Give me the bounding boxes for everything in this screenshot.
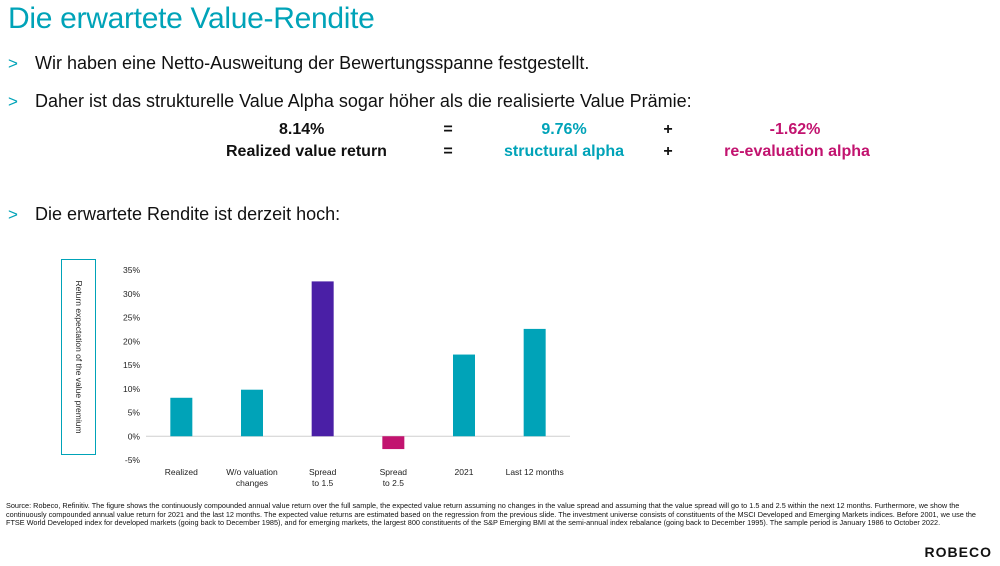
equation-structural-label: structural alpha <box>503 143 625 160</box>
bar <box>311 281 334 437</box>
equation-equals: = <box>443 121 453 138</box>
equation-reevaluation-value: -1.62% <box>769 121 821 138</box>
y-tick-label: 20% <box>123 336 140 346</box>
bullet-arrow-icon: > <box>8 205 18 224</box>
y-tick-label: 5% <box>128 408 141 418</box>
bar <box>523 328 546 437</box>
bullet-arrow-icon: > <box>8 54 18 73</box>
x-category-label: Last 12 months <box>506 467 564 477</box>
bullet-text: Daher ist das strukturelle Value Alpha s… <box>35 91 692 111</box>
bullet-item: > Die erwartete Rendite ist derzeit hoch: <box>8 204 340 225</box>
y-tick-label: 35% <box>123 265 140 275</box>
x-category-label: Spread to 2.5 <box>380 467 408 488</box>
equation-realized-label: Realized value return <box>226 143 387 160</box>
y-tick-label: 10% <box>123 384 140 394</box>
bar <box>382 436 405 450</box>
y-tick-label: -5% <box>125 455 141 465</box>
bullet-text: Die erwartete Rendite ist derzeit hoch: <box>35 204 341 224</box>
y-axis-label-box: Return expectation of the value premium <box>61 259 96 455</box>
bullet-item: > Wir haben eine Netto-Ausweitung der Bew… <box>8 53 589 74</box>
source-note: Source: Robeco, Refinitiv. The figure sh… <box>6 501 976 528</box>
equation-equals: = <box>443 143 453 160</box>
x-category-label: Spread to 1.5 <box>309 467 337 488</box>
bar-chart: 35% 30% 25% 20% 15% 10% 5% 0% -5% Realized W/o val… <box>123 265 570 488</box>
bar <box>453 354 475 437</box>
equation-reevaluation-label: re-evaluation alpha <box>724 143 870 160</box>
bullet-text: Wir haben eine Netto-Ausweitung der Bewe… <box>35 53 590 73</box>
equation-structural-value: 9.76% <box>541 121 587 138</box>
y-tick-label: 30% <box>123 289 140 299</box>
robeco-logo: ROBECO <box>924 544 992 560</box>
equation-realized-value: 8.14% <box>279 121 325 138</box>
y-axis-label: Return expectation of the value premium <box>73 280 84 434</box>
x-category-label: W/o valuation changes <box>226 467 278 488</box>
y-tick-label: 25% <box>123 313 140 323</box>
bar <box>241 389 263 437</box>
equation-plus: + <box>663 143 673 160</box>
y-tick-label: 15% <box>123 360 140 370</box>
x-category-label: Realized <box>165 467 198 477</box>
bullet-item: > Daher ist das strukturelle Value Alpha … <box>8 91 692 112</box>
bullet-arrow-icon: > <box>8 92 18 111</box>
equation-plus: + <box>663 121 673 138</box>
page-title: Die erwartete Value-Rendite <box>8 2 375 35</box>
x-category-label: 2021 <box>455 467 474 477</box>
bar <box>170 397 193 437</box>
y-tick-label: 0% <box>128 431 141 441</box>
